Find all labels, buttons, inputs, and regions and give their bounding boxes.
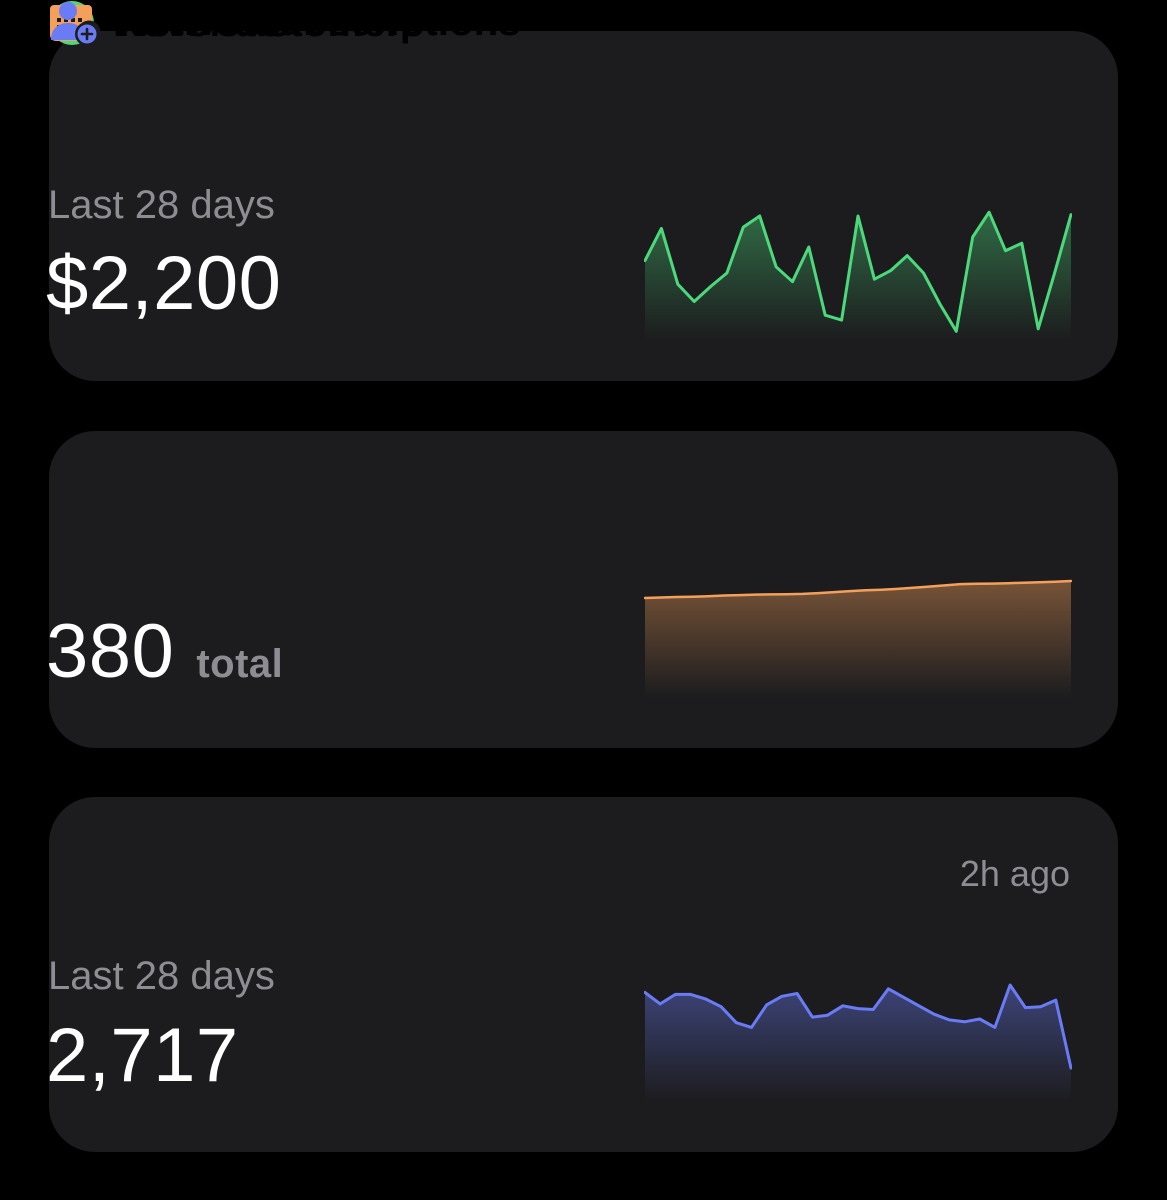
subscriptions-unit: total — [196, 642, 284, 686]
subscriptions-value-row: 380 total — [46, 608, 283, 695]
sparkline-area — [645, 212, 1071, 340]
revenue-value: $2,200 — [46, 241, 282, 326]
sparkline-area — [645, 581, 1071, 698]
last-updated-label: 2h ago — [959, 853, 1070, 894]
customers-sparkline — [644, 983, 1072, 1102]
active-subscriptions-title: Active Subscriptions — [119, 0, 521, 44]
subscriptions-sparkline — [644, 579, 1072, 698]
sparkline-line — [644, 210, 1072, 333]
revenue-sparkline — [644, 210, 1072, 340]
sparkline-area — [645, 985, 1071, 1102]
customers-period-label: Last 28 days — [48, 954, 275, 998]
customers-value: 2,717 — [46, 1013, 239, 1098]
sparkline-line — [644, 579, 1072, 600]
subscriptions-value: 380 — [46, 609, 175, 694]
new-customers-header: New Customers — [49, 0, 424, 46]
new-customers-title: New Customers — [119, 0, 424, 45]
sparkline-line — [644, 983, 1072, 1070]
revenue-title: Revenue — [113, 0, 282, 45]
revenue-period-label: Last 28 days — [48, 183, 275, 227]
person-add-icon — [49, 0, 101, 46]
